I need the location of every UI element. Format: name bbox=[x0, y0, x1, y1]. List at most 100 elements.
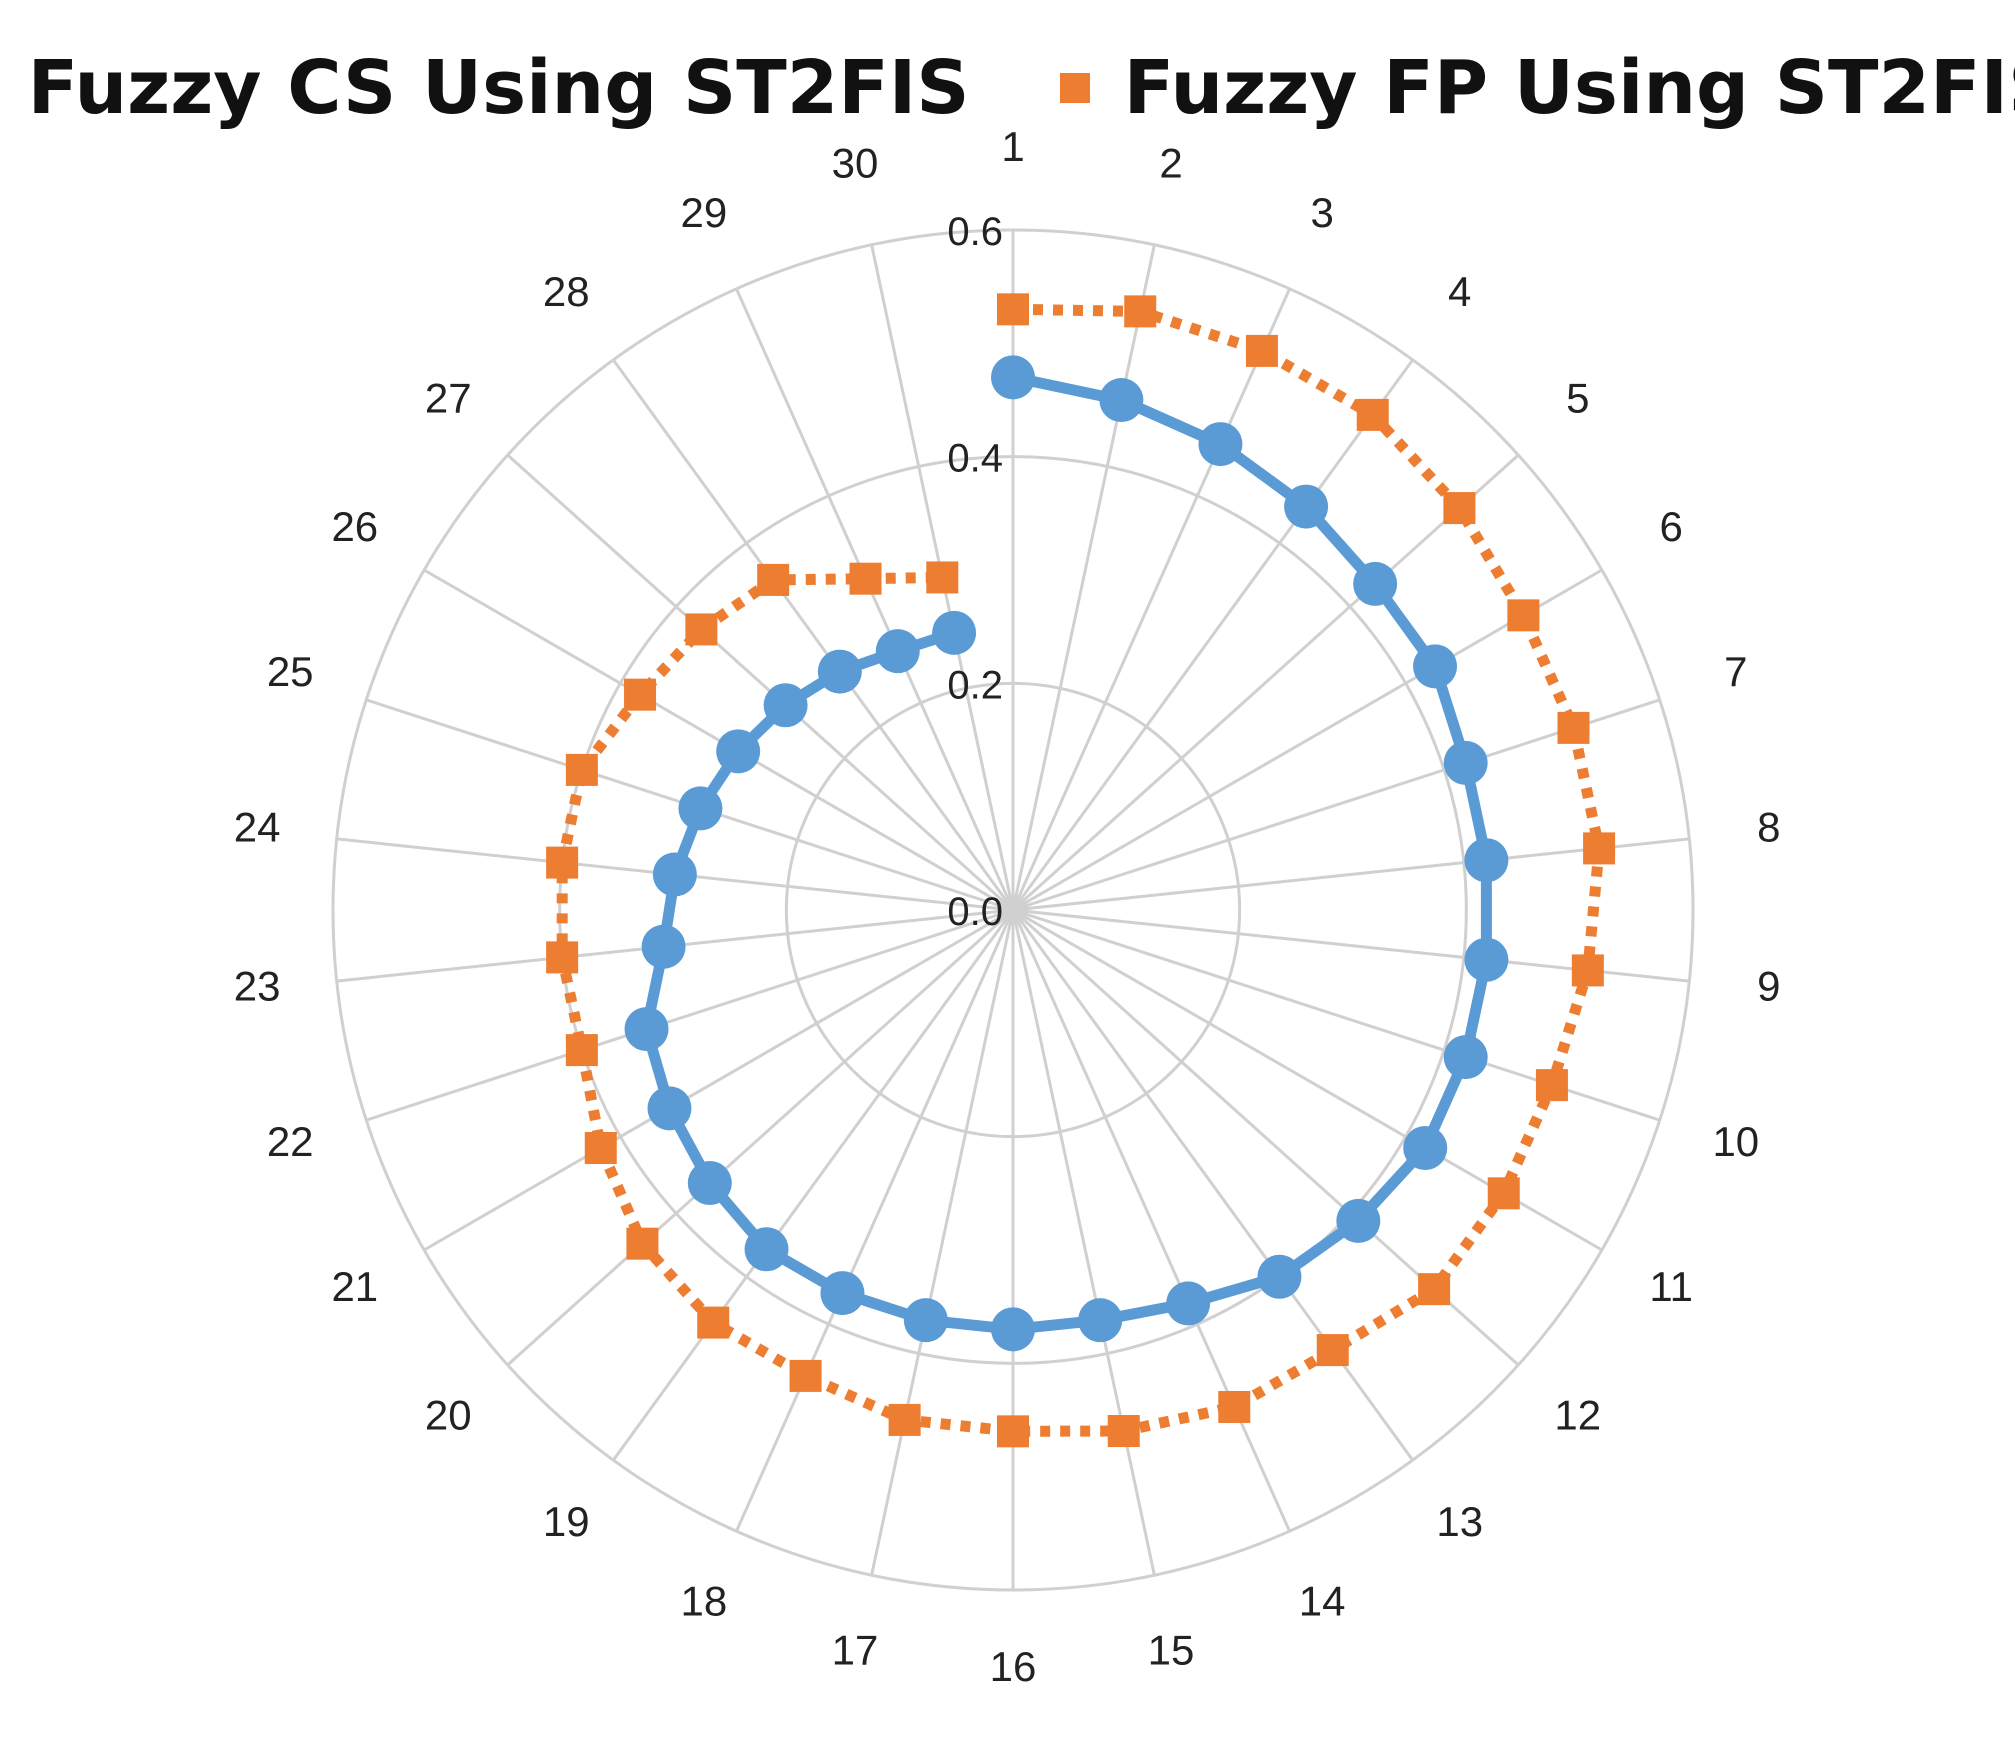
data-point-cs[interactable] bbox=[817, 649, 862, 694]
data-point-cs[interactable] bbox=[1166, 1281, 1211, 1326]
data-point-cs[interactable] bbox=[652, 852, 697, 897]
data-point-cs[interactable] bbox=[1464, 838, 1509, 883]
category-label: 11 bbox=[1649, 1263, 1693, 1310]
data-point-cs[interactable] bbox=[1257, 1254, 1302, 1299]
data-point-fp[interactable] bbox=[1218, 1390, 1251, 1423]
data-point-fp[interactable] bbox=[1571, 954, 1604, 987]
category-label: 15 bbox=[1148, 1626, 1195, 1673]
data-point-cs[interactable] bbox=[991, 1307, 1035, 1352]
data-point-cs[interactable] bbox=[1443, 1035, 1488, 1080]
data-point-fp[interactable] bbox=[546, 941, 579, 974]
data-point-cs[interactable] bbox=[647, 1086, 692, 1131]
data-point-cs[interactable] bbox=[1336, 1198, 1381, 1243]
data-point-cs[interactable] bbox=[744, 1227, 789, 1272]
data-point-fp[interactable] bbox=[1107, 1415, 1140, 1448]
legend-entry-fp[interactable]: Fuzzy FP Using ST2FIS bbox=[1059, 45, 2015, 131]
grid-spoke bbox=[1012, 837, 1690, 912]
legend: Fuzzy CS Using ST2FIS Fuzzy FP Using ST2… bbox=[0, 28, 2015, 148]
data-point-fp[interactable] bbox=[685, 613, 718, 646]
category-label: 8 bbox=[1757, 804, 1780, 851]
radial-tick-label: 0.4 bbox=[947, 437, 1003, 481]
grid-spoke bbox=[506, 453, 1015, 912]
category-label: 20 bbox=[425, 1392, 472, 1439]
category-label: 25 bbox=[267, 648, 314, 695]
data-point-cs[interactable] bbox=[1078, 1298, 1123, 1343]
category-label: 18 bbox=[681, 1577, 728, 1624]
data-point-cs[interactable] bbox=[820, 1271, 865, 1316]
grid-spoke bbox=[1011, 244, 1156, 911]
data-point-fp[interactable] bbox=[565, 753, 598, 786]
category-label: 28 bbox=[543, 268, 590, 315]
data-point-fp[interactable] bbox=[1245, 334, 1278, 367]
data-point-fp[interactable] bbox=[1418, 1273, 1451, 1306]
data-point-fp[interactable] bbox=[888, 1403, 921, 1436]
legend-label-fp: Fuzzy FP Using ST2FIS bbox=[1123, 45, 2015, 131]
radial-tick-label: 0.2 bbox=[947, 663, 1003, 707]
data-point-fp[interactable] bbox=[849, 562, 882, 595]
category-label: 24 bbox=[234, 804, 281, 851]
data-point-cs[interactable] bbox=[763, 683, 808, 728]
data-point-fp[interactable] bbox=[789, 1359, 822, 1392]
series-line-1 bbox=[641, 371, 1492, 1335]
data-point-cs[interactable] bbox=[1198, 422, 1243, 467]
data-point-cs[interactable] bbox=[716, 729, 761, 774]
data-point-cs[interactable] bbox=[1413, 644, 1458, 689]
data-point-cs[interactable] bbox=[1464, 937, 1509, 982]
data-point-fp[interactable] bbox=[626, 1227, 659, 1260]
data-point-cs[interactable] bbox=[991, 355, 1035, 400]
data-point-fp[interactable] bbox=[1535, 1069, 1568, 1102]
data-point-cs[interactable] bbox=[875, 629, 920, 674]
category-label: 14 bbox=[1299, 1577, 1346, 1624]
category-label: 2 bbox=[1159, 140, 1182, 187]
data-point-fp[interactable] bbox=[1124, 295, 1157, 328]
data-point-fp[interactable] bbox=[624, 678, 657, 711]
category-label: 16 bbox=[990, 1643, 1037, 1690]
data-point-fp[interactable] bbox=[757, 563, 790, 596]
data-point-fp[interactable] bbox=[1507, 599, 1540, 632]
category-label: 7 bbox=[1724, 648, 1747, 695]
data-point-fp[interactable] bbox=[584, 1132, 617, 1164]
data-point-fp[interactable] bbox=[997, 1415, 1029, 1448]
legend-marker-square-icon bbox=[1059, 73, 1090, 103]
data-point-fp[interactable] bbox=[1356, 398, 1389, 431]
category-label: 4 bbox=[1448, 268, 1471, 315]
grid-spoke bbox=[1011, 453, 1520, 912]
category-label: 21 bbox=[331, 1263, 378, 1310]
grid-spoke bbox=[735, 288, 1015, 911]
data-point-fp[interactable] bbox=[565, 1034, 598, 1067]
category-label-layer: 1 234567891011121314151617181920212223242… bbox=[234, 123, 1781, 1690]
category-label: 12 bbox=[1554, 1392, 1601, 1439]
grid-spoke bbox=[1011, 909, 1414, 1462]
data-point-cs[interactable] bbox=[932, 610, 977, 655]
data-point-cs[interactable] bbox=[1403, 1126, 1448, 1170]
data-point-fp[interactable] bbox=[1316, 1334, 1349, 1367]
data-point-cs[interactable] bbox=[641, 924, 686, 969]
data-point-fp[interactable] bbox=[1487, 1177, 1520, 1210]
data-point-cs[interactable] bbox=[1443, 740, 1488, 785]
data-point-cs[interactable] bbox=[1353, 561, 1398, 606]
category-label: 6 bbox=[1659, 503, 1682, 550]
data-point-fp[interactable] bbox=[1557, 711, 1590, 744]
category-label: 29 bbox=[681, 189, 728, 236]
data-point-fp[interactable] bbox=[997, 293, 1029, 326]
data-point-cs[interactable] bbox=[1284, 484, 1329, 529]
data-point-fp[interactable] bbox=[926, 561, 959, 594]
data-point-cs[interactable] bbox=[903, 1298, 948, 1343]
category-label: 19 bbox=[543, 1498, 590, 1545]
grid-spoke bbox=[1012, 568, 1603, 912]
grid-spoke bbox=[1011, 909, 1291, 1532]
grid-spoke bbox=[365, 908, 1014, 1122]
data-point-fp[interactable] bbox=[1583, 832, 1616, 865]
category-label: 10 bbox=[1712, 1118, 1759, 1165]
grid-spoke bbox=[612, 909, 1015, 1462]
data-point-cs[interactable] bbox=[1099, 378, 1144, 423]
data-point-cs[interactable] bbox=[678, 786, 723, 831]
data-point-fp[interactable] bbox=[1443, 492, 1476, 525]
data-point-fp[interactable] bbox=[546, 846, 579, 879]
legend-entry-cs[interactable]: Fuzzy CS Using ST2FIS bbox=[0, 45, 970, 131]
data-point-fp[interactable] bbox=[697, 1306, 730, 1339]
data-point-cs[interactable] bbox=[624, 1007, 669, 1052]
data-point-cs[interactable] bbox=[687, 1161, 732, 1206]
radial-tick-layer: 0.0 0.2 0.4 0.6 bbox=[947, 210, 1003, 934]
